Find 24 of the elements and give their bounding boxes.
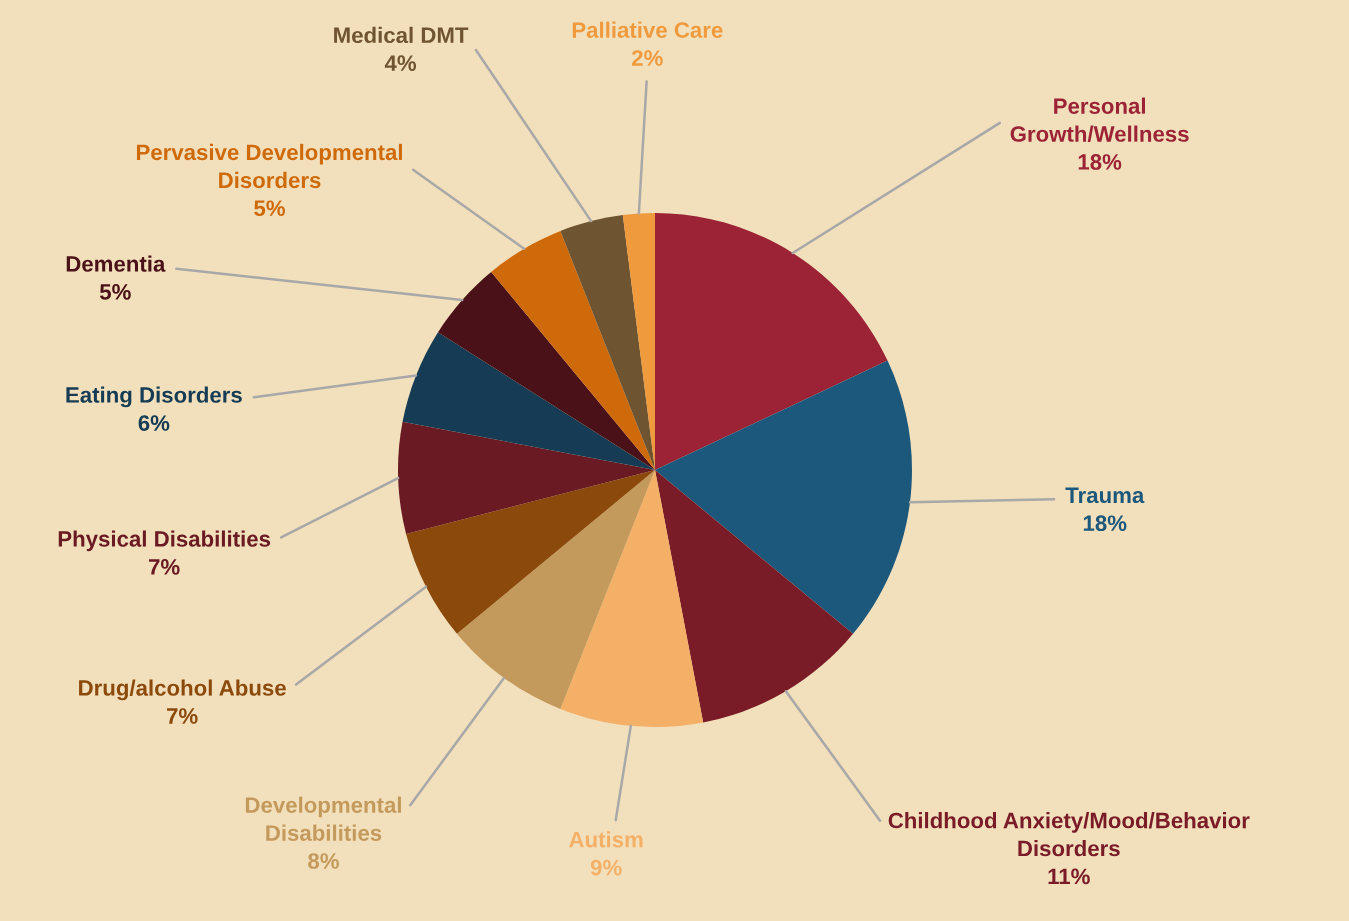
slice-label: Developmental Disabilities	[245, 796, 401, 841]
slice-label: Medical DMT	[334, 26, 469, 44]
slice-label: Physical Disabilities	[58, 530, 271, 552]
slice-label: Trauma	[1065, 487, 1145, 504]
data-label: 18%	[1078, 154, 1122, 170]
slice-label: Eating Disorders	[66, 386, 242, 408]
slice-label: Personal Growth/Wellness	[1010, 97, 1189, 143]
data-label: 9%	[590, 859, 622, 876]
slice-label: Pervasive Developmental Disorders	[136, 143, 402, 189]
data-label: 5%	[99, 284, 131, 300]
data-label: 7%	[167, 708, 198, 724]
data-label: 8%	[308, 853, 339, 869]
slice-label: Autism	[569, 831, 643, 848]
slice-label: Dementia	[66, 255, 166, 272]
data-label: 5%	[254, 200, 285, 217]
slice-label: Childhood Anxiety/Mood/Behavior Disorders	[888, 812, 1250, 857]
data-label: 2%	[632, 50, 663, 66]
data-label: 6%	[138, 415, 170, 431]
slice-label: Drug/alcohol Abuse	[79, 679, 286, 701]
data-label: 7%	[149, 559, 180, 575]
data-label: 11%	[1048, 868, 1090, 885]
data-label: 4%	[384, 55, 417, 71]
data-label: 18%	[1083, 515, 1127, 532]
slice-label: Palliative Care	[572, 21, 723, 38]
